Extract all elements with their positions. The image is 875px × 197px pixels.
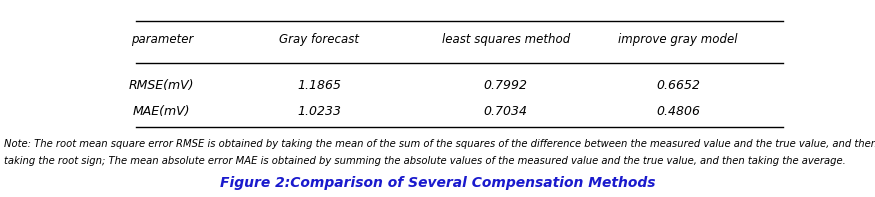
Text: Gray forecast: Gray forecast — [279, 33, 360, 46]
Text: 1.1865: 1.1865 — [298, 79, 341, 92]
Text: 0.6652: 0.6652 — [656, 79, 700, 92]
Text: MAE(mV): MAE(mV) — [133, 105, 191, 118]
Text: improve gray model: improve gray model — [619, 33, 738, 46]
Text: RMSE(mV): RMSE(mV) — [130, 79, 194, 92]
Text: 1.0233: 1.0233 — [298, 105, 341, 118]
Text: parameter: parameter — [130, 33, 193, 46]
Text: 0.7992: 0.7992 — [484, 79, 528, 92]
Text: taking the root sign; The mean absolute error MAE is obtained by summing the abs: taking the root sign; The mean absolute … — [4, 156, 846, 166]
Text: 0.4806: 0.4806 — [656, 105, 700, 118]
Text: Note: The root mean square error RMSE is obtained by taking the mean of the sum : Note: The root mean square error RMSE is… — [4, 139, 875, 149]
Text: Figure 2:Comparison of Several Compensation Methods: Figure 2:Comparison of Several Compensat… — [220, 176, 655, 190]
Text: least squares method: least squares method — [442, 33, 570, 46]
Text: 0.7034: 0.7034 — [484, 105, 528, 118]
